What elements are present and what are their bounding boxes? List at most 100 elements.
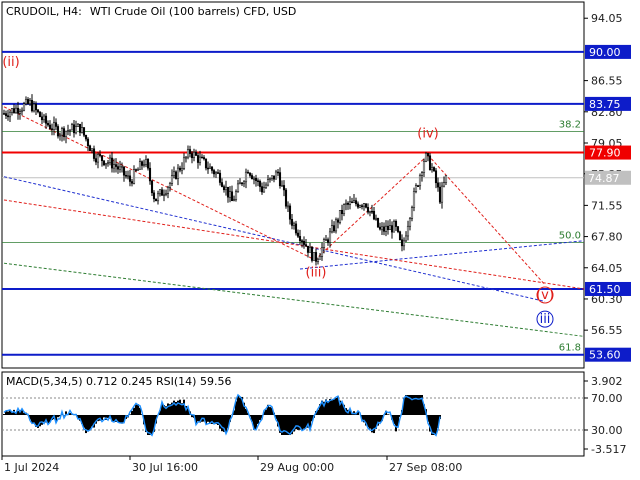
candle-body [342, 204, 346, 215]
candle-body [308, 247, 312, 253]
candle-body [396, 226, 400, 232]
candle-body [212, 170, 216, 175]
candle-body [48, 124, 52, 129]
candle-body [2, 113, 6, 115]
candle-body [10, 108, 14, 113]
candle-body [136, 169, 140, 171]
candle-body [270, 175, 274, 179]
candle-body [160, 189, 164, 196]
candle-body [198, 156, 202, 163]
candle-body [232, 199, 236, 202]
level-price-label: 53.60 [589, 349, 621, 362]
candle-body [358, 205, 362, 208]
candle-body [186, 149, 190, 158]
time-tick-label: 29 Aug 00:00 [260, 461, 334, 474]
candle-body [366, 207, 370, 213]
candle-body [110, 157, 114, 169]
candle-body [12, 108, 16, 113]
candle-body [174, 171, 178, 179]
candle-body [434, 170, 438, 184]
candle-body [408, 218, 412, 227]
candle-body [226, 186, 230, 198]
candle-body [118, 166, 122, 170]
green-trend-line [3, 262, 585, 337]
candle-body [194, 151, 198, 156]
candle-body [112, 164, 116, 169]
candle-body [420, 172, 424, 176]
candle-body [70, 124, 74, 131]
candle-body [432, 167, 436, 171]
candle-body [370, 210, 374, 213]
candle-body [206, 167, 210, 170]
candle-body [104, 162, 108, 166]
instrument-description: WTI Crude Oil (100 barrels) CFD, USD [90, 5, 296, 18]
candle-body [252, 178, 256, 180]
candle-body [290, 219, 294, 226]
candle-body [130, 181, 134, 184]
candle-body [216, 172, 220, 174]
candle-body [26, 99, 30, 104]
candle-body [84, 134, 88, 140]
candle-body [154, 198, 158, 202]
candle-body [312, 252, 316, 261]
trend-layer [3, 106, 585, 337]
candle-body [124, 174, 128, 177]
candle-body [4, 113, 8, 116]
candle-body [66, 130, 70, 132]
time-tick-label: 27 Sep 08:00 [389, 461, 462, 474]
wave-path-line [427, 154, 546, 286]
candle-body [164, 193, 168, 195]
candle-body [214, 172, 218, 175]
candle-body [32, 103, 36, 112]
candle-body [180, 168, 184, 171]
candle-body [18, 111, 22, 114]
candle-body [310, 247, 314, 261]
candle-body [276, 171, 280, 174]
candle-body [196, 155, 200, 163]
candle-body [120, 166, 124, 168]
candle-body [42, 115, 46, 121]
candle-body [326, 239, 330, 243]
candle-body [390, 225, 394, 233]
candle-body [430, 167, 434, 171]
candle-body [304, 244, 308, 247]
candle-body [234, 191, 238, 200]
candle-body [280, 185, 284, 187]
candle-body [398, 231, 402, 240]
candle-body [210, 166, 214, 171]
candle-body [418, 175, 422, 187]
candle-body [184, 156, 188, 159]
candle-body [14, 107, 18, 113]
candle-body [68, 129, 72, 132]
candle-body [244, 171, 248, 183]
candle-body [362, 203, 366, 207]
wave-label-circle [536, 286, 554, 304]
candle-body [314, 252, 318, 262]
levels-layer: 38.2 50.0 61.8 [2, 50, 584, 356]
wave-label-iv: (iv) [417, 127, 438, 142]
candle-body [144, 159, 148, 165]
indicator-tick-label: 3.902 [591, 375, 623, 388]
candle-body [8, 111, 12, 118]
candle-body [158, 189, 162, 195]
price-tick-label: 64.05 [591, 262, 623, 275]
candle-body [288, 205, 292, 220]
candle-body [106, 162, 110, 164]
candle-body [274, 171, 278, 180]
candle-body [386, 225, 390, 230]
candle-body [176, 167, 180, 179]
candle-body [238, 182, 242, 185]
candle-body [348, 201, 352, 205]
candle-body [172, 171, 176, 176]
candle-body [222, 186, 226, 191]
price-tick-label: 71.55 [591, 199, 623, 212]
candle-body [190, 153, 194, 159]
candle-body [200, 156, 204, 159]
candle-body [380, 226, 384, 230]
candle-body [374, 217, 378, 220]
price-tick-label: 60.30 [591, 293, 623, 306]
candle-body [54, 122, 58, 127]
candle-body [30, 100, 34, 112]
candle-body [52, 122, 56, 130]
candle-body [170, 175, 174, 184]
